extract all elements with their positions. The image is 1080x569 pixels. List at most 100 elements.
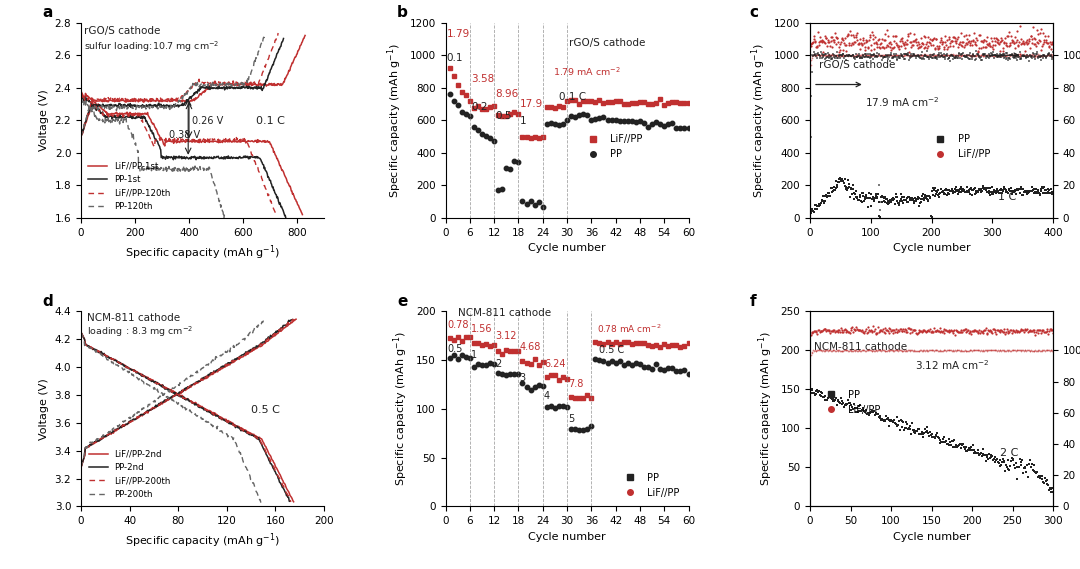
Point <box>804 51 821 60</box>
Point <box>867 51 885 60</box>
Point <box>859 51 876 60</box>
Point <box>825 35 842 44</box>
Point <box>852 347 869 356</box>
Point <box>848 323 865 332</box>
Point <box>922 51 940 60</box>
Point <box>894 52 912 61</box>
Point <box>958 39 975 48</box>
Point <box>982 41 999 50</box>
Point <box>835 51 852 60</box>
Point <box>937 51 955 60</box>
Legend: LiF//PP-2nd, PP-2nd, LiF//PP-200th, PP-200th: LiF//PP-2nd, PP-2nd, LiF//PP-200th, PP-2… <box>85 446 174 502</box>
Point <box>1023 50 1040 59</box>
Point <box>924 346 942 355</box>
Point <box>902 195 919 204</box>
Point <box>975 36 993 45</box>
Point <box>874 345 891 354</box>
Point <box>1014 346 1031 355</box>
Point <box>1035 39 1052 48</box>
Point <box>834 396 851 405</box>
Point <box>813 38 831 47</box>
Point <box>834 33 851 42</box>
Point <box>993 460 1010 469</box>
Point <box>863 50 880 59</box>
Point <box>1011 55 1028 64</box>
Point <box>920 51 937 60</box>
Point <box>828 180 846 189</box>
Point <box>981 189 998 198</box>
Y-axis label: Specific capacity (mAh g$^{-1}$): Specific capacity (mAh g$^{-1}$) <box>756 331 775 486</box>
Point <box>956 324 973 333</box>
Point <box>858 324 875 333</box>
Point <box>1035 477 1052 486</box>
Point <box>935 51 953 60</box>
Point <box>1040 41 1057 50</box>
Point <box>919 195 936 204</box>
Point <box>1009 346 1026 355</box>
Point <box>808 51 825 60</box>
Point <box>920 52 937 61</box>
Point <box>957 446 974 455</box>
Point <box>995 52 1012 61</box>
Point <box>892 52 909 61</box>
Point <box>1023 345 1040 354</box>
Point <box>999 51 1016 60</box>
Text: 0.5 C: 0.5 C <box>599 345 624 355</box>
Point <box>948 327 966 336</box>
Text: c: c <box>750 5 758 20</box>
Point <box>946 184 963 193</box>
Point <box>985 345 1002 354</box>
Point <box>902 346 919 355</box>
Point <box>1031 52 1049 61</box>
Text: 0.1 C: 0.1 C <box>257 116 285 126</box>
Point <box>824 55 841 64</box>
Point <box>966 52 983 61</box>
Point <box>1003 190 1021 199</box>
Point <box>954 346 971 355</box>
Point <box>829 395 847 404</box>
Point <box>1022 186 1039 195</box>
Point <box>881 346 899 355</box>
Point <box>1037 52 1054 61</box>
Point <box>838 346 855 355</box>
Point <box>1003 51 1021 60</box>
Point <box>809 50 826 59</box>
Point <box>950 186 968 195</box>
Point <box>1013 185 1030 194</box>
Point <box>1008 462 1025 471</box>
Point <box>891 36 908 46</box>
Point <box>832 39 849 48</box>
Point <box>927 327 944 336</box>
Text: 4.68: 4.68 <box>519 343 541 352</box>
Point <box>941 189 958 199</box>
Point <box>896 50 914 59</box>
Point <box>876 35 893 44</box>
Point <box>986 36 1003 45</box>
Point <box>1027 51 1044 60</box>
Point <box>955 346 972 355</box>
Point <box>954 54 971 63</box>
Point <box>839 52 856 61</box>
Point <box>809 41 826 50</box>
Point <box>945 53 962 62</box>
Point <box>847 54 864 63</box>
Point <box>935 345 953 354</box>
Point <box>814 346 832 355</box>
Point <box>982 51 999 60</box>
Point <box>821 346 838 355</box>
Point <box>808 346 825 355</box>
Point <box>955 443 972 452</box>
Point <box>814 191 832 200</box>
Point <box>1041 484 1058 493</box>
Point <box>810 38 827 47</box>
Point <box>946 346 963 355</box>
Point <box>949 53 967 63</box>
Point <box>1005 52 1023 61</box>
Point <box>960 31 977 40</box>
Point <box>969 35 986 44</box>
Point <box>920 325 937 335</box>
Point <box>905 195 922 204</box>
Point <box>964 50 982 59</box>
Point <box>836 346 853 355</box>
Point <box>1020 38 1037 47</box>
